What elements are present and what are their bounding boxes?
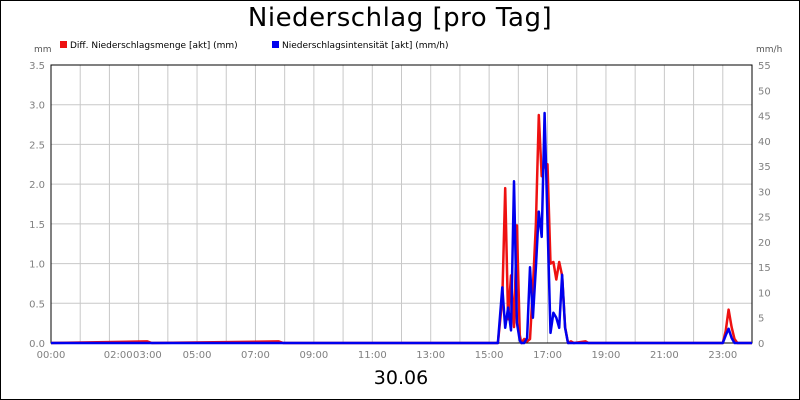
left-tick-label: 2.5 xyxy=(29,140,45,151)
legend-label-mmh: Niederschlagsintensität [akt] (mm/h) xyxy=(282,41,449,51)
x-tick-label: 09:00 xyxy=(299,350,328,361)
right-tick-label: 15 xyxy=(758,263,771,274)
right-tick-label: 0 xyxy=(758,339,764,350)
x-tick-label: 17:00 xyxy=(533,350,562,361)
x-tick-label: 19:00 xyxy=(592,350,621,361)
series-layer xyxy=(50,111,752,345)
right-tick-label: 25 xyxy=(758,213,771,224)
left-tick-label: 3.5 xyxy=(29,61,45,72)
right-tick-label: 30 xyxy=(758,187,771,198)
chart-title: Niederschlag [pro Tag] xyxy=(247,3,553,33)
legend-swatch-blue xyxy=(272,41,279,48)
right-tick-label: 50 xyxy=(758,86,771,97)
legend-label-mm: Diff. Niederschlagsmenge [akt] (mm) xyxy=(70,41,238,51)
right-tick-label: 5 xyxy=(758,314,764,325)
right-tick-label: 20 xyxy=(758,238,771,249)
x-tick-label: 03:00 xyxy=(133,350,162,361)
legend: Diff. Niederschlagsmenge [akt] (mm) Nied… xyxy=(60,41,449,51)
x-axis-ticks: 00:00 02:00 03:00 05:00 07:00 09:00 11:00 13:00… xyxy=(37,350,738,361)
x-tick-label: 11:00 xyxy=(358,350,387,361)
right-tick-label: 40 xyxy=(758,137,771,148)
x-tick-label: 23:00 xyxy=(708,350,737,361)
x-tick-label: 00:00 xyxy=(37,350,66,361)
right-tick-label: 35 xyxy=(758,162,771,173)
right-axis-ticks: 0 5 10 15 20 25 30 35 40 45 50 55 xyxy=(758,61,771,350)
grid-lines xyxy=(51,64,752,344)
right-tick-label: 55 xyxy=(758,61,771,72)
right-axis-unit: mm/h xyxy=(756,45,782,55)
x-tick-label: 02:00 xyxy=(104,350,133,361)
x-tick-label: 15:00 xyxy=(475,350,504,361)
left-tick-label: 0.5 xyxy=(29,299,45,310)
date-label: 30.06 xyxy=(373,367,429,389)
left-tick-label: 0.0 xyxy=(29,339,45,350)
left-tick-label: 1.0 xyxy=(29,260,45,271)
left-tick-label: 1.5 xyxy=(29,220,45,231)
legend-swatch-red xyxy=(60,41,67,48)
x-tick-label: 05:00 xyxy=(183,350,212,361)
series-line-niederschlagsintensitaet xyxy=(51,111,752,345)
left-tick-label: 3.0 xyxy=(29,101,45,112)
left-tick-label: 2.0 xyxy=(29,180,45,191)
right-tick-label: 10 xyxy=(758,288,771,299)
x-tick-label: 13:00 xyxy=(416,350,445,361)
left-axis-unit: mm xyxy=(34,45,52,55)
left-axis-ticks: 0.0 0.5 1.0 1.5 2.0 2.5 3.0 3.5 xyxy=(29,61,45,350)
x-tick-label: 07:00 xyxy=(241,350,270,361)
right-tick-label: 45 xyxy=(758,112,771,123)
x-tick-label: 21:00 xyxy=(650,350,679,361)
